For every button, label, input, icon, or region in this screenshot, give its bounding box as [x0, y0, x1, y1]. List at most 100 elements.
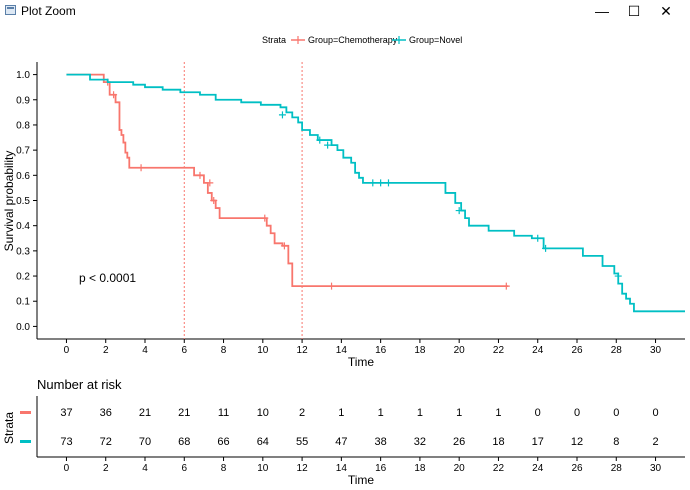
maximize-button[interactable]: ☐: [617, 0, 651, 22]
risk-x-tick-label: 12: [297, 463, 309, 474]
legend-item-novel: Group=Novel: [409, 35, 462, 45]
risk-table-cell: 0: [652, 407, 658, 419]
y-tick-label: 0.4: [16, 221, 30, 232]
reference-lines: [183, 62, 303, 339]
censor-mark: [278, 111, 286, 119]
y-tick-label: 0.0: [16, 322, 30, 333]
risk-x-tick-label: 8: [221, 463, 227, 474]
censor-mark: [261, 214, 269, 222]
risk-table-x-ticks: 0 2 4 6 8 10 12 14 16 18 20 22 24 26 28 30: [64, 457, 662, 474]
y-tick-label: 0.8: [16, 120, 30, 131]
risk-table-cell: 2: [652, 436, 658, 448]
risk-table-cell: 10: [257, 407, 269, 419]
censor-mark: [206, 179, 214, 187]
risk-table-cell: 1: [495, 407, 501, 419]
risk-x-tick-label: 6: [181, 463, 187, 474]
risk-table-cell: 26: [453, 436, 465, 448]
risk-table-cell: 55: [296, 436, 308, 448]
risk-table-cell: 8: [613, 436, 619, 448]
risk-table-cell: 18: [492, 436, 504, 448]
risk-table-cells: 37 36 21 21 11 10 2 1 1 1 1 1 0 0 0 073 72 70 68 66 64 55 47 38…: [60, 407, 658, 448]
window-title: Plot Zoom: [21, 4, 76, 18]
p-value-annotation: p < 0.0001: [79, 271, 136, 285]
censor-mark: [384, 179, 392, 187]
x-tick-label: 8: [221, 345, 227, 356]
risk-x-tick-label: 30: [650, 463, 662, 474]
survival-curves: [66, 73, 685, 313]
x-tick-label: 6: [181, 345, 187, 356]
risk-x-tick-label: 18: [414, 463, 426, 474]
y-tick-label: 0.3: [16, 246, 30, 257]
minimize-icon: —: [595, 3, 609, 19]
y-tick-label: 0.1: [16, 297, 30, 308]
risk-table-xlabel: Time: [348, 473, 375, 487]
risk-table-cell: 17: [532, 436, 544, 448]
maximize-icon: ☐: [627, 2, 641, 19]
legend-title: Strata: [262, 35, 286, 45]
x-tick-label: 2: [103, 345, 109, 356]
x-axis-label: Time: [348, 355, 375, 369]
legend-item-chemotherapy: Group=Chemotherapy: [308, 35, 398, 45]
risk-table-cell: 64: [257, 436, 269, 448]
x-tick-label: 4: [142, 345, 148, 356]
risk-x-tick-label: 20: [454, 463, 466, 474]
close-button[interactable]: ✕: [649, 0, 683, 22]
window-titlebar: Plot Zoom — ☐ ✕: [0, 0, 690, 22]
censor-mark: [196, 171, 204, 179]
risk-table-cell: 47: [335, 436, 347, 448]
censor-mark: [369, 179, 377, 187]
x-tick-label: 12: [297, 345, 309, 356]
y-tick-label: 0.2: [16, 272, 30, 283]
risk-x-tick-label: 22: [493, 463, 505, 474]
risk-table-cell: 32: [414, 436, 426, 448]
risk-x-tick-label: 4: [142, 463, 148, 474]
risk-table-cell: 1: [456, 407, 462, 419]
censor-mark: [110, 91, 118, 99]
x-tick-label: 30: [650, 345, 662, 356]
risk-row-key-chemotherapy: [20, 411, 31, 414]
risk-table-cell: 2: [299, 407, 305, 419]
x-tick-label: 18: [414, 345, 426, 356]
x-tick-label: 26: [571, 345, 583, 356]
risk-table-cell: 0: [535, 407, 541, 419]
y-axis-label: Survival probability: [2, 151, 16, 252]
risk-table-cell: 36: [100, 407, 112, 419]
risk-table-title: Number at risk: [37, 377, 122, 392]
risk-table-cell: 0: [574, 407, 580, 419]
y-tick-label: 0.7: [16, 146, 30, 157]
risk-x-tick-label: 26: [571, 463, 583, 474]
risk-x-tick-label: 2: [103, 463, 109, 474]
censor-mark: [542, 244, 550, 252]
risk-x-tick-label: 24: [532, 463, 544, 474]
risk-table-cell: 72: [100, 436, 112, 448]
y-tick-label: 0.6: [16, 171, 30, 182]
censor-mark: [328, 282, 336, 290]
x-tick-label: 10: [257, 345, 269, 356]
x-tick-label: 16: [375, 345, 387, 356]
y-ticks: 0.0 0.1 0.2 0.3 0.4 0.5 0.6 0.7 0.8 0.9 1.0: [16, 70, 37, 333]
risk-table-cell: 68: [178, 436, 190, 448]
x-tick-label: 22: [493, 345, 505, 356]
risk-table-cell: 12: [571, 436, 583, 448]
risk-table-cell: 38: [375, 436, 387, 448]
risk-x-tick-label: 16: [375, 463, 387, 474]
risk-row-key-novel: [20, 440, 31, 443]
risk-table-cell: 73: [60, 436, 72, 448]
risk-x-tick-label: 14: [336, 463, 348, 474]
y-tick-label: 1.0: [16, 70, 30, 81]
risk-table-cell: 0: [613, 407, 619, 419]
censor-mark: [534, 234, 542, 242]
app-icon: [5, 5, 16, 15]
censor-mark: [324, 141, 332, 149]
risk-table-cell: 1: [417, 407, 423, 419]
x-tick-label: 14: [336, 345, 348, 356]
risk-table-cell: 37: [60, 407, 72, 419]
minimize-button[interactable]: —: [585, 0, 619, 22]
censor-mark: [377, 179, 385, 187]
risk-table-cell: 1: [378, 407, 384, 419]
censor-mark: [210, 197, 218, 204]
x-tick-label: 28: [611, 345, 623, 356]
censor-mark: [137, 164, 145, 172]
x-tick-label: 20: [454, 345, 466, 356]
